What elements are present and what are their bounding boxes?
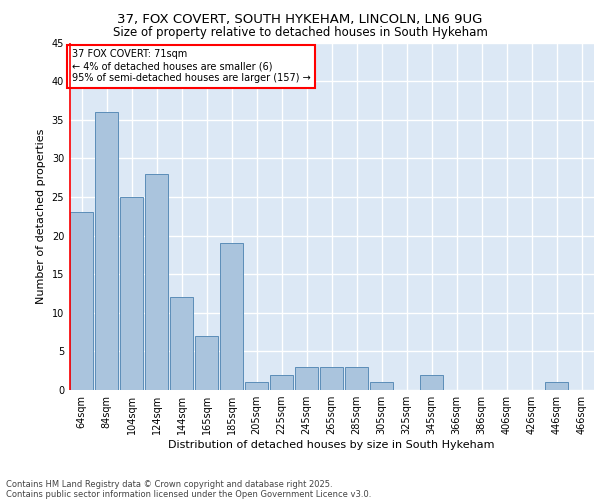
Bar bbox=[170, 298, 193, 390]
Text: 37 FOX COVERT: 71sqm
← 4% of detached houses are smaller (6)
95% of semi-detache: 37 FOX COVERT: 71sqm ← 4% of detached ho… bbox=[71, 50, 310, 82]
Bar bbox=[419, 374, 443, 390]
Bar bbox=[295, 367, 319, 390]
Text: Size of property relative to detached houses in South Hykeham: Size of property relative to detached ho… bbox=[113, 26, 487, 39]
Text: 37, FOX COVERT, SOUTH HYKEHAM, LINCOLN, LN6 9UG: 37, FOX COVERT, SOUTH HYKEHAM, LINCOLN, … bbox=[118, 12, 482, 26]
Text: Contains HM Land Registry data © Crown copyright and database right 2025.
Contai: Contains HM Land Registry data © Crown c… bbox=[6, 480, 371, 499]
Y-axis label: Number of detached properties: Number of detached properties bbox=[36, 128, 46, 304]
Bar bbox=[370, 382, 394, 390]
Bar bbox=[70, 212, 94, 390]
Bar bbox=[320, 367, 343, 390]
Bar bbox=[545, 382, 568, 390]
Bar bbox=[119, 197, 143, 390]
Bar bbox=[220, 244, 244, 390]
Bar bbox=[194, 336, 218, 390]
Bar bbox=[344, 367, 368, 390]
Bar bbox=[95, 112, 118, 390]
X-axis label: Distribution of detached houses by size in South Hykeham: Distribution of detached houses by size … bbox=[168, 440, 495, 450]
Bar bbox=[269, 374, 293, 390]
Bar bbox=[245, 382, 268, 390]
Bar bbox=[145, 174, 169, 390]
